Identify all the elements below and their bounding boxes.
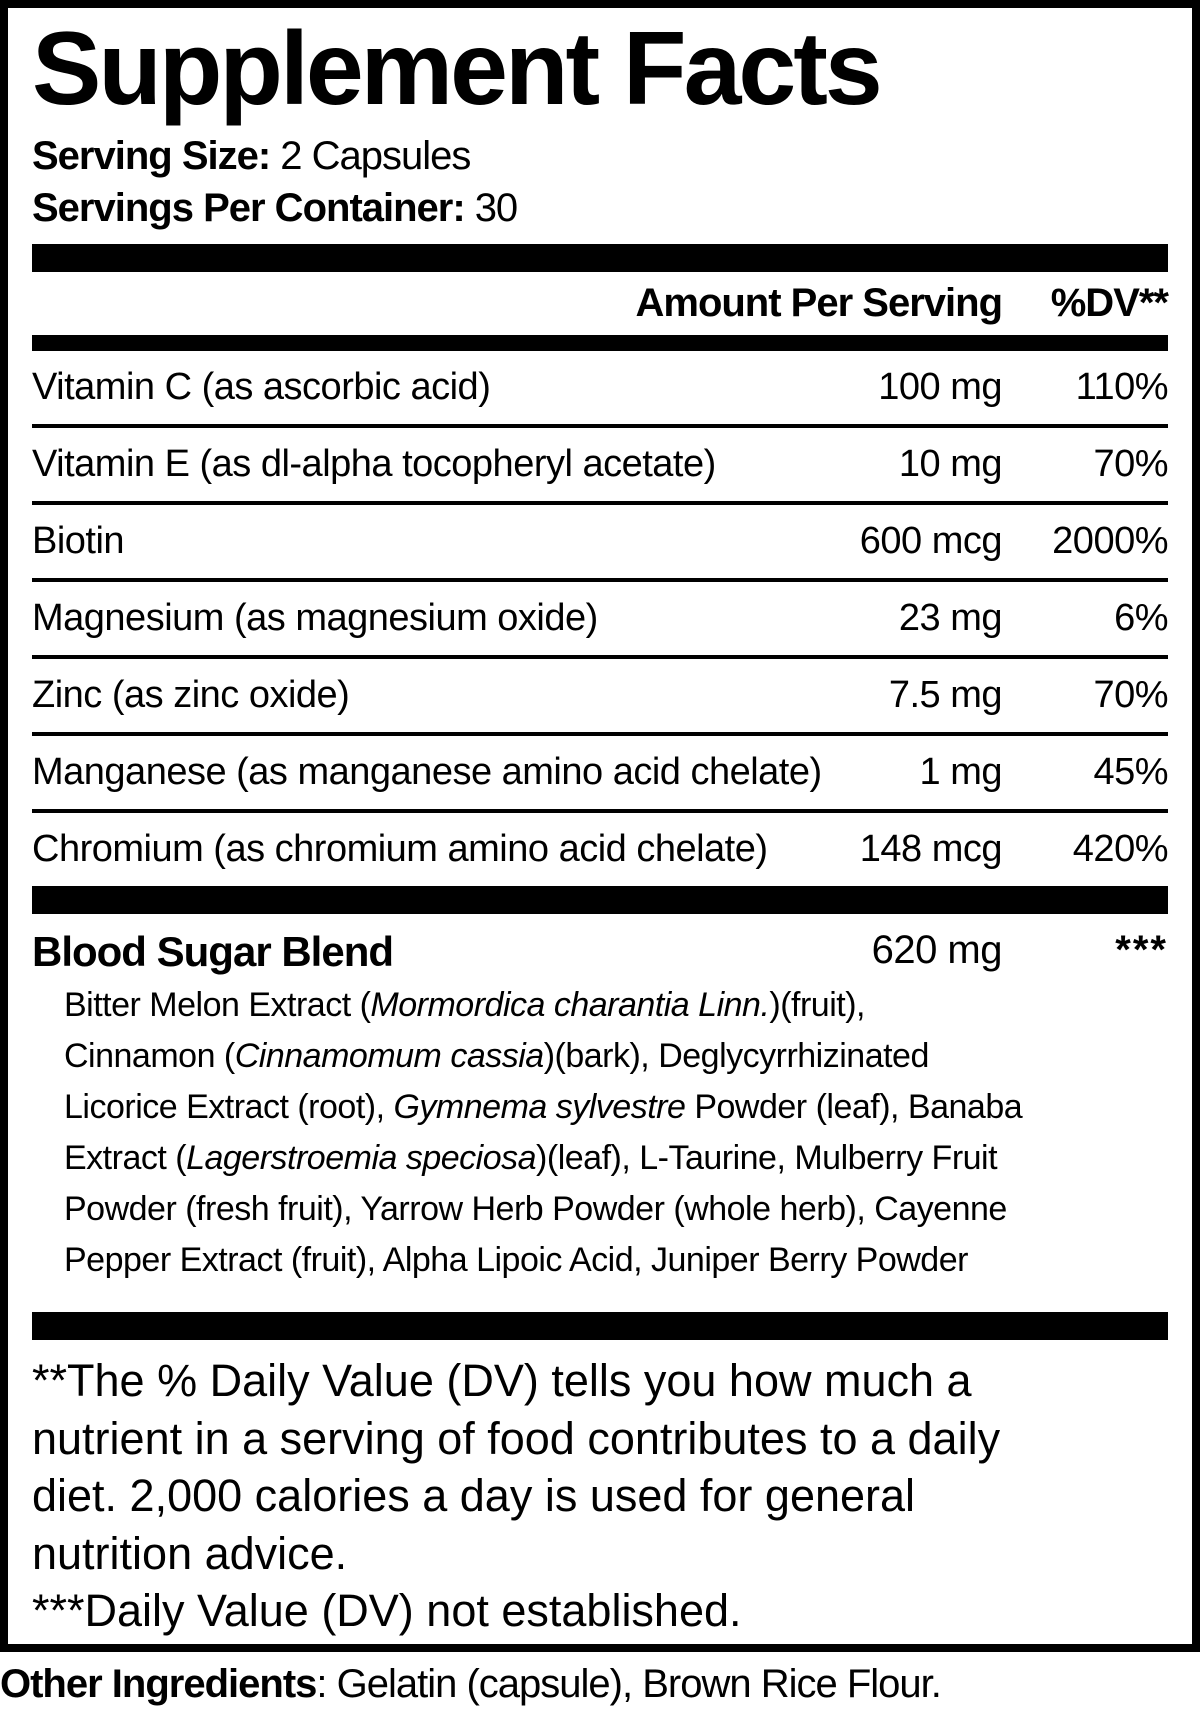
blend-ingredients-list: Bitter Melon Extract (Mormordica charant… bbox=[32, 976, 1168, 1298]
footnote-line: nutrition advice. bbox=[32, 1527, 348, 1579]
nutrient-row: Vitamin C (as ascorbic acid) 100 mg 110% bbox=[32, 351, 1169, 424]
divider-bar-blend bbox=[32, 886, 1168, 915]
nutrient-dv: 45% bbox=[1093, 751, 1168, 794]
botanical-name: Lagerstroemia speciosa bbox=[186, 1139, 537, 1178]
nutrient-table: Vitamin C (as ascorbic acid) 100 mg 110%… bbox=[32, 351, 1169, 886]
column-header-dv: %DV** bbox=[1050, 281, 1169, 326]
blend-ingredients-line: Extract (Lagerstroemia speciosa)(leaf), … bbox=[64, 1133, 1168, 1184]
blend-row: Blood Sugar Blend 620 mg *** bbox=[32, 914, 1168, 976]
nutrient-amount: 7.5 mg bbox=[888, 674, 1003, 717]
column-header-amount: Amount Per Serving bbox=[635, 281, 1003, 326]
ingredient-text: Powder (leaf), Banaba bbox=[685, 1088, 1023, 1127]
nutrient-name: Zinc (as zinc oxide) bbox=[32, 674, 350, 717]
nutrient-amount: 100 mg bbox=[878, 366, 1002, 409]
servings-per-container-line: Servings Per Container: 30 bbox=[32, 182, 1168, 234]
nutrient-dv: 2000% bbox=[1052, 520, 1168, 563]
footnotes: **The % Daily Value (DV) tells you how m… bbox=[32, 1340, 1168, 1640]
other-ingredients-line: Other Ingredients: Gelatin (capsule), Br… bbox=[0, 1662, 1200, 1707]
nutrient-row: Vitamin E (as dl-alpha tocopheryl acetat… bbox=[32, 424, 1169, 501]
nutrient-amount: 148 mcg bbox=[859, 828, 1003, 871]
serving-size-line: Serving Size: 2 Capsules bbox=[32, 130, 1168, 182]
nutrient-dv: 6% bbox=[1114, 597, 1168, 640]
nutrient-amount: 10 mg bbox=[898, 443, 1003, 486]
nutrient-dv: 70% bbox=[1093, 443, 1168, 486]
footnote-line: ***Daily Value (DV) not established. bbox=[32, 1585, 742, 1637]
blend-name: Blood Sugar Blend bbox=[32, 928, 394, 976]
nutrient-amount: 23 mg bbox=[898, 597, 1003, 640]
nutrient-name: Magnesium (as magnesium oxide) bbox=[32, 597, 598, 640]
nutrient-row: Chromium (as chromium amino acid chelate… bbox=[32, 809, 1169, 886]
nutrient-dv: 70% bbox=[1093, 674, 1168, 717]
servings-per-container-label: Servings Per Container: bbox=[32, 186, 466, 231]
nutrient-name: Manganese (as manganese amino acid chela… bbox=[32, 751, 822, 794]
ingredient-text: )(leaf), L-Taurine, Mulberry Fruit bbox=[536, 1139, 998, 1178]
divider-bar-footnotes bbox=[32, 1312, 1168, 1341]
nutrient-name: Biotin bbox=[32, 520, 125, 563]
botanical-name: Mormordica charantia Linn. bbox=[370, 986, 770, 1025]
nutrient-row: Manganese (as manganese amino acid chela… bbox=[32, 732, 1169, 809]
nutrient-amount: 1 mg bbox=[919, 751, 1003, 794]
other-ingredients-label: Other Ingredients bbox=[0, 1662, 317, 1706]
serving-size-label: Serving Size: bbox=[32, 134, 271, 179]
ingredient-text: Powder (fresh fruit), Yarrow Herb Powder… bbox=[64, 1190, 1007, 1229]
nutrient-dv: 110% bbox=[1075, 366, 1169, 409]
ingredient-text: Pepper Extract (fruit), Alpha Lipoic Aci… bbox=[64, 1241, 968, 1280]
ingredient-text: Cinnamon ( bbox=[64, 1037, 235, 1076]
blend-ingredients-line: Pepper Extract (fruit), Alpha Lipoic Aci… bbox=[64, 1235, 1168, 1286]
divider-bar-top bbox=[32, 244, 1168, 273]
ingredient-text: Bitter Melon Extract ( bbox=[64, 986, 371, 1025]
nutrient-row: Zinc (as zinc oxide) 7.5 mg 70% bbox=[32, 655, 1169, 732]
panel-title: Supplement Facts bbox=[32, 11, 883, 127]
nutrient-name: Vitamin C (as ascorbic acid) bbox=[32, 366, 491, 409]
footnote-line: **The % Daily Value (DV) tells you how m… bbox=[32, 1355, 972, 1407]
blend-ingredients-line: Powder (fresh fruit), Yarrow Herb Powder… bbox=[64, 1184, 1168, 1235]
ingredient-text: Licorice Extract (root), bbox=[64, 1088, 394, 1127]
nutrient-amount: 600 mcg bbox=[859, 520, 1003, 563]
nutrient-row: Biotin 600 mcg 2000% bbox=[32, 501, 1169, 578]
nutrient-row: Magnesium (as magnesium oxide) 23 mg 6% bbox=[32, 578, 1169, 655]
servings-per-container-value: 30 bbox=[474, 186, 518, 231]
blend-amount: 620 mg bbox=[871, 928, 1003, 973]
divider-bar-header bbox=[32, 335, 1168, 352]
nutrient-name: Chromium (as chromium amino acid chelate… bbox=[32, 828, 768, 871]
blend-ingredients-line: Licorice Extract (root), Gymnema sylvest… bbox=[64, 1082, 1168, 1133]
supplement-facts-panel: Supplement Facts Serving Size: 2 Capsules… bbox=[0, 0, 1200, 1652]
botanical-name: Gymnema sylvestre bbox=[393, 1088, 686, 1127]
footnote-line: nutrient in a serving of food contribute… bbox=[32, 1412, 1001, 1464]
footnote-line: diet. 2,000 calories a day is used for g… bbox=[32, 1470, 916, 1522]
other-ingredients-value: : Gelatin (capsule), Brown Rice Flour. bbox=[316, 1662, 941, 1706]
blend-dv-asterisks: *** bbox=[1115, 928, 1168, 973]
botanical-name: Cinnamomum cassia bbox=[234, 1037, 544, 1076]
blend-ingredients-line: Cinnamon (Cinnamomum cassia)(bark), Degl… bbox=[64, 1031, 1168, 1082]
nutrient-name: Vitamin E (as dl-alpha tocopheryl acetat… bbox=[32, 443, 716, 486]
nutrient-dv: 420% bbox=[1072, 828, 1169, 871]
column-header-row: Amount Per Serving %DV** bbox=[32, 272, 1169, 335]
ingredient-text: Extract ( bbox=[64, 1139, 187, 1178]
serving-size-value: 2 Capsules bbox=[280, 134, 471, 179]
ingredient-text: )(fruit), bbox=[769, 986, 865, 1025]
blend-ingredients-line: Bitter Melon Extract (Mormordica charant… bbox=[64, 980, 1168, 1031]
ingredient-text: )(bark), Deglycyrrhizinated bbox=[543, 1037, 930, 1076]
